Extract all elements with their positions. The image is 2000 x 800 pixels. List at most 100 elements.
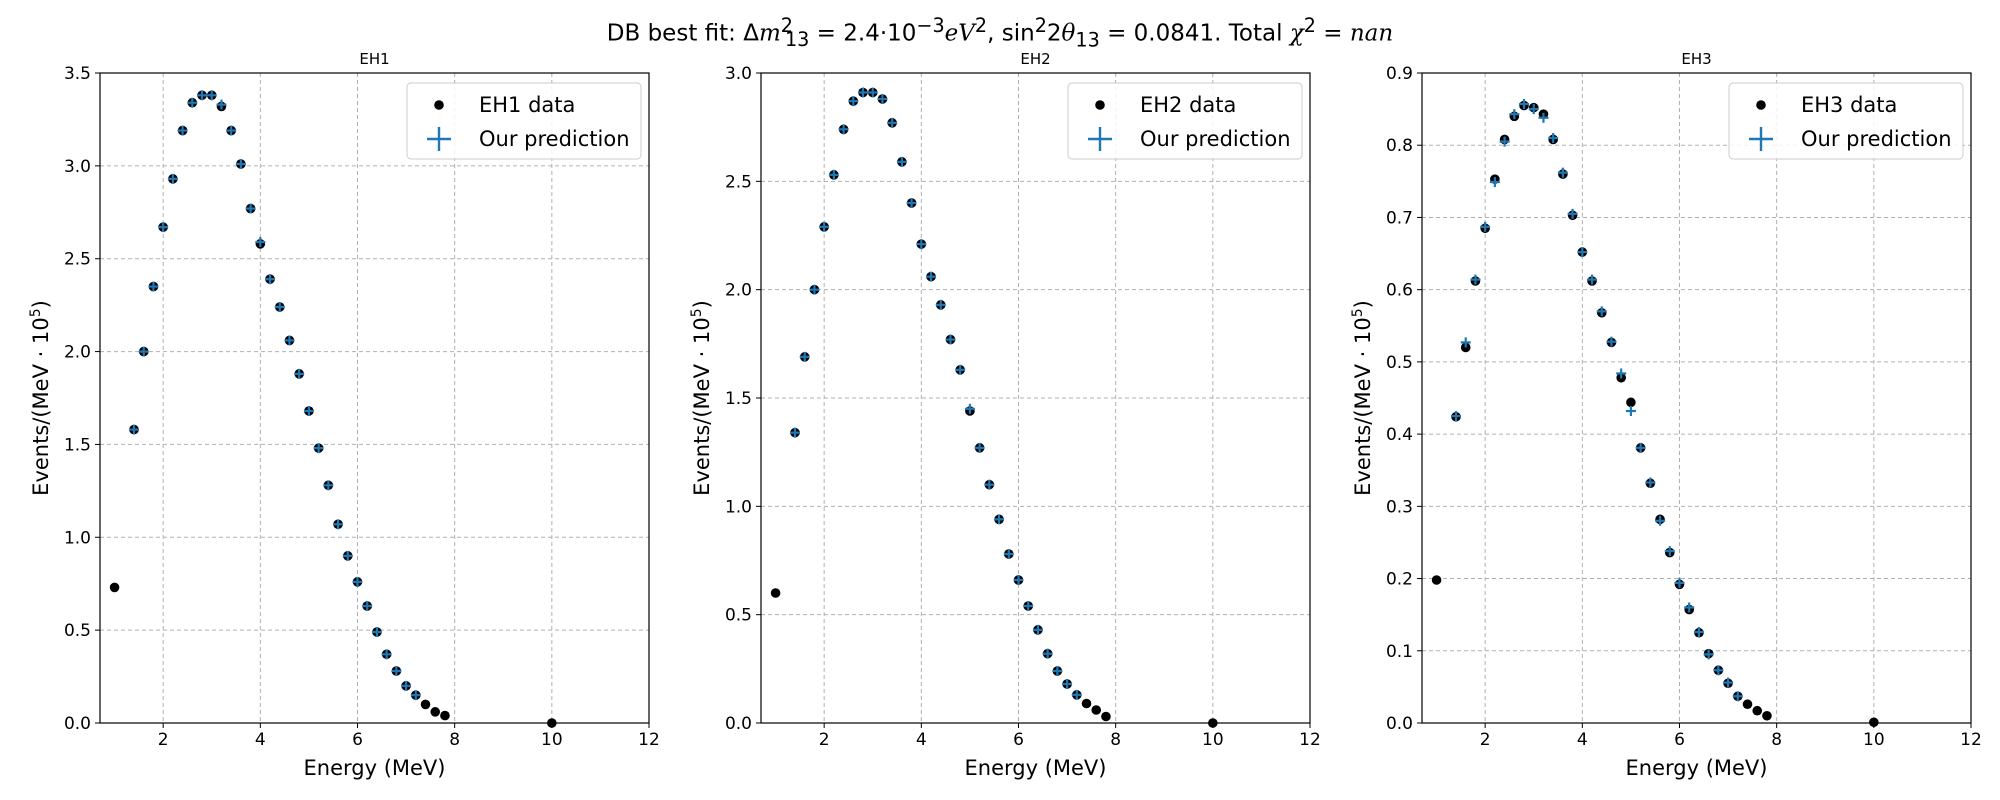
x-tick-label: 4 [916,730,927,750]
prediction-point [401,680,412,691]
prediction-point [177,125,188,136]
prediction-point [1587,274,1598,285]
prediction-point [1684,602,1695,613]
prediction-point [1042,648,1053,659]
y-tick-label: 3.5 [64,64,91,84]
y-tick-label: 0.5 [64,621,91,641]
prediction-point [964,403,975,414]
series-data [109,90,557,728]
prediction-point [206,90,217,101]
prediction-point [1460,337,1471,348]
series-data [1431,100,1879,728]
x-axis-label: Energy (MeV) [304,756,446,780]
y-axis-label-exponent: 5 [1350,308,1366,317]
x-tick-label: 12 [638,730,660,750]
y-tick-label: 0.0 [725,714,752,734]
series-data [770,87,1218,728]
y-tick-label: 0.7 [1386,208,1413,228]
legend: EH2 data Our prediction [1067,82,1303,160]
prediction-point [1489,177,1500,188]
prediction-point [1616,368,1627,379]
y-axis-label: Events/(MeV · 105) [1350,300,1375,496]
prediction-point [1451,411,1462,422]
subplot-eh3: 2 4 6 8 10 12 0.0 0.1 0.2 0.3 0.4 0.5 0.6 0.7 0.8 0.9 EH… [1350,50,1982,780]
prediction-point [1062,679,1073,689]
prediction-point [1625,406,1636,416]
prediction-point [984,479,995,490]
prediction-point [809,284,820,295]
legend-label-data: EH3 data [1801,93,1897,117]
prediction-point [371,627,382,637]
prediction-point [342,550,353,561]
prediction-point [138,346,149,357]
data-point [1762,710,1772,721]
prediction-point [1577,247,1588,258]
prediction-point [828,169,839,180]
y-tick-label: 1.5 [725,389,752,409]
prediction-point [1606,336,1617,347]
y-axis-label-exponent: 5 [28,308,44,317]
y-tick-label: 2.0 [64,343,91,363]
prediction-point [1013,575,1024,585]
y-tick-label: 0.5 [1386,353,1413,373]
x-tick-label: 4 [1577,730,1588,750]
series-prediction [790,87,1082,700]
prediction-point [1674,577,1685,588]
plot-frame [760,72,1311,724]
y-tick-label: 0.0 [64,714,91,734]
legend-label-data: EH2 data [1140,93,1236,117]
prediction-point [1557,167,1568,178]
prediction-point [129,424,140,435]
series-prediction [129,90,421,701]
prediction-point [1470,274,1481,285]
y-tick-label: 0.8 [1386,136,1413,156]
x-tick-label: 10 [541,730,563,750]
subplot-title: EH2 [1020,50,1050,68]
prediction-point [1519,99,1530,110]
prediction-point [167,173,178,184]
y-axis-label: Events/(MeV · 105) [28,300,53,496]
subplot-title: EH1 [359,50,389,68]
prediction-point [935,299,946,310]
prediction-point [158,222,169,233]
y-axis-label-close: ) [1351,300,1375,308]
y-tick-label: 0.3 [1386,497,1413,517]
prediction-point [235,159,246,169]
prediction-point [245,203,256,214]
prediction-point [255,237,266,247]
series-prediction [1451,99,1743,702]
x-axis-label: Energy (MeV) [1626,756,1768,780]
data-point [109,582,120,593]
y-tick-label: 2.5 [64,250,91,270]
prediction-point [1032,624,1043,635]
prediction-point [1664,546,1675,557]
prediction-point [323,480,334,491]
legend-frame [406,82,642,160]
prediction-point [1693,627,1704,637]
y-axis-label-exponent: 5 [689,308,705,317]
prediction-point [187,97,198,108]
prediction-point [1655,515,1666,526]
prediction-point [916,239,927,250]
data-point [1101,711,1111,722]
prediction-point [1509,109,1520,120]
y-tick-label: 1.5 [64,435,91,455]
y-tick-label: 0.9 [1386,64,1413,84]
figure-title: DB best fit: Δm213 = 2.4·10−3eV2, sin22θ… [606,14,1394,52]
x-tick-label: 2 [158,730,169,750]
prediction-point [197,90,208,101]
prediction-point [955,364,966,375]
prediction-point [274,302,285,312]
prediction-point [838,124,849,135]
y-tick-label: 0.1 [1386,642,1413,662]
y-tick-label: 1.0 [725,497,752,517]
x-tick-label: 8 [1110,730,1121,750]
prediction-point [1499,136,1510,147]
y-axis-label-close: ) [29,300,53,308]
prediction-point [410,690,421,701]
legend: EH1 data Our prediction [406,82,642,160]
legend-frame [1728,82,1964,160]
y-tick-label: 0.5 [725,606,752,626]
subplot-eh2: 2 4 6 8 10 12 0.0 0.5 1.0 1.5 2.0 2.5 3.0 EH2 Energy (… [689,50,1321,780]
